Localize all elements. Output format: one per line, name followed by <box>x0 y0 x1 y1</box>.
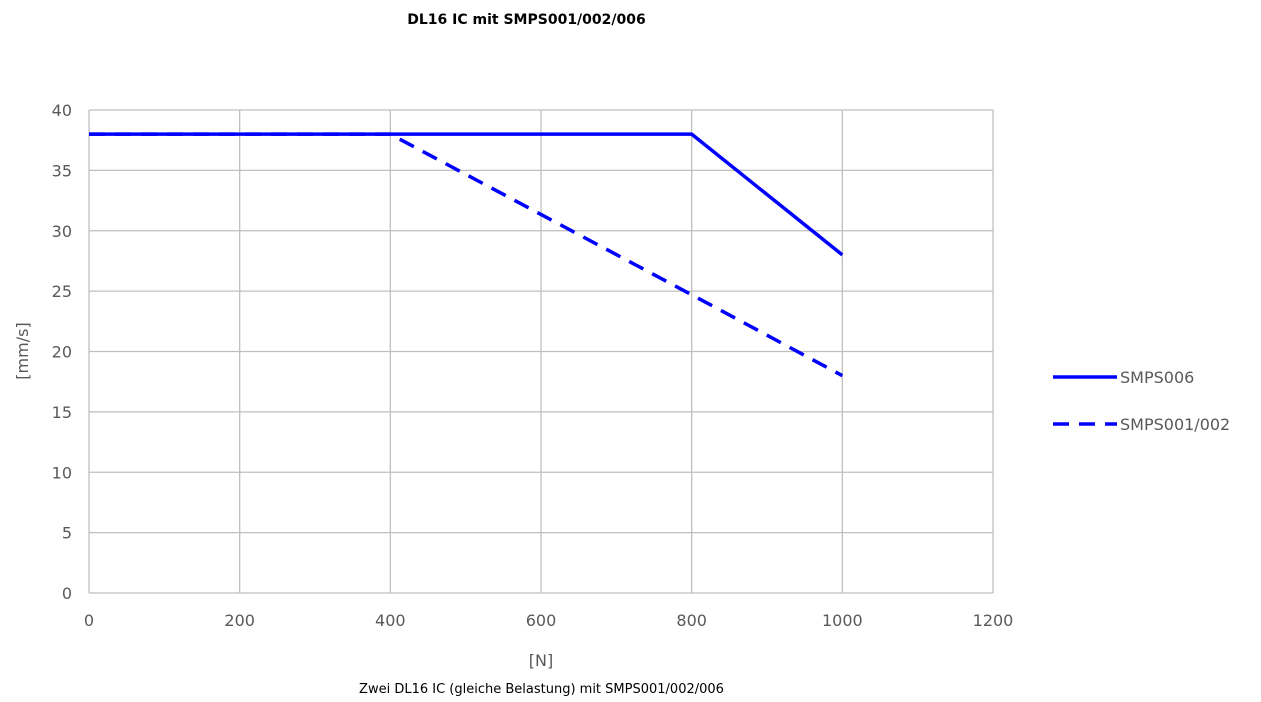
y-tick-label: 15 <box>52 403 72 422</box>
y-tick-label: 30 <box>52 222 72 241</box>
y-axis-ticks: 0 5 10 15 20 25 30 35 40 <box>52 101 72 603</box>
x-tick-label: 0 <box>84 611 94 630</box>
chart-title: DL16 IC mit SMPS001/002/006 <box>407 12 646 28</box>
x-axis-label: [N] <box>529 651 553 670</box>
legend: SMPS006 SMPS001/002 <box>1053 368 1230 434</box>
x-tick-label: 800 <box>676 611 707 630</box>
x-tick-label: 1000 <box>822 611 863 630</box>
series-line-0 <box>89 132 844 257</box>
series-line-1 <box>89 132 844 378</box>
y-tick-label: 25 <box>52 282 72 301</box>
y-tick-label: 20 <box>52 343 72 362</box>
legend-label-1: SMPS001/002 <box>1120 415 1230 434</box>
y-tick-label: 0 <box>62 584 72 603</box>
x-tick-label: 400 <box>375 611 406 630</box>
y-tick-label: 10 <box>52 463 72 482</box>
x-axis-ticks: 0 200 400 600 800 1000 1200 <box>84 611 1013 630</box>
chart-caption: Zwei DL16 IC (gleiche Belastung) mit SMP… <box>359 682 724 697</box>
x-tick-label: 600 <box>526 611 557 630</box>
grid <box>88 109 994 594</box>
y-tick-label: 40 <box>52 101 72 120</box>
y-tick-label: 35 <box>52 161 72 180</box>
y-axis-label: [mm/s] <box>13 322 32 379</box>
x-tick-label: 200 <box>224 611 255 630</box>
y-tick-label: 5 <box>62 524 72 543</box>
series-layer <box>89 132 844 378</box>
legend-label-0: SMPS006 <box>1120 368 1194 387</box>
x-tick-label: 1200 <box>973 611 1014 630</box>
